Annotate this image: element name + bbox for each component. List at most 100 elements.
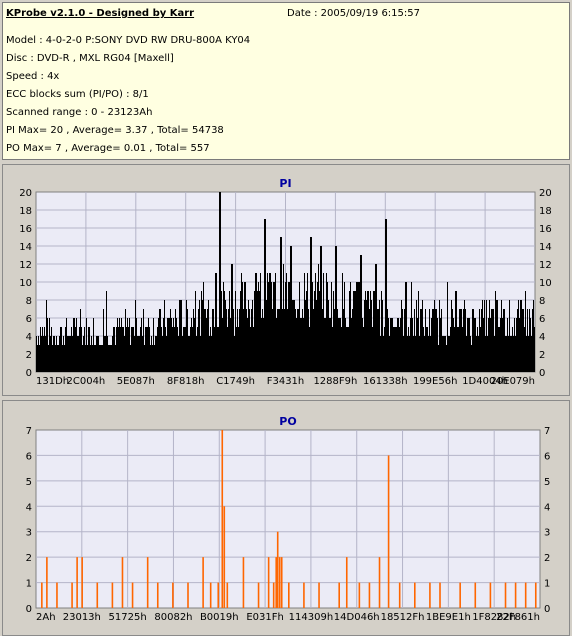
pi-bar	[371, 300, 372, 372]
pi-bar	[505, 336, 506, 372]
pi-bar	[88, 327, 89, 372]
pi-bar	[206, 318, 207, 372]
pi-bar	[320, 246, 321, 372]
pi-bar	[306, 291, 307, 372]
pi-bar	[319, 291, 320, 372]
pi-ytick-left: 0	[26, 368, 32, 379]
pi-bar	[508, 336, 509, 372]
pi-bar	[431, 318, 432, 372]
pi-bar	[527, 309, 528, 372]
pi-bar	[58, 345, 59, 372]
pi-bar	[216, 273, 217, 372]
po-xtick-label: 80082h	[154, 612, 192, 623]
pi-bar	[489, 300, 490, 372]
pi-bar	[497, 300, 498, 372]
pi-bar	[223, 282, 224, 372]
pi-ytick-left: 20	[19, 188, 32, 199]
pi-ytick-right: 20	[539, 188, 552, 199]
pi-bar	[451, 300, 452, 372]
pi-bar	[210, 327, 211, 372]
pi-bar	[197, 327, 198, 372]
pi-bar	[170, 309, 171, 372]
pi-bar	[45, 336, 46, 372]
pi-bar	[345, 318, 346, 372]
pi-bar	[172, 327, 173, 372]
pi-ytick-right: 8	[539, 296, 545, 307]
pi-bar	[93, 318, 94, 372]
pi-bar	[302, 309, 303, 372]
pi-bar	[188, 336, 189, 372]
pi-bar	[214, 327, 215, 372]
po-bar	[524, 582, 527, 608]
pi-bar	[446, 345, 447, 372]
pi-bar	[523, 309, 524, 372]
app-title: KProbe v2.1.0 - Designed by Karr	[6, 8, 195, 19]
pi-bar	[378, 309, 379, 372]
pi-bar	[392, 318, 393, 372]
pi-bar	[470, 336, 471, 372]
pi-bar	[66, 318, 67, 372]
pi-bar	[336, 246, 337, 372]
pi-xtick-label: 199E56h	[413, 376, 457, 387]
pi-bar	[117, 318, 118, 372]
pi-bar	[237, 309, 238, 372]
po-bar	[504, 582, 507, 608]
pi-bar	[526, 336, 527, 372]
pi-bar	[148, 318, 149, 372]
pi-bar	[190, 327, 191, 372]
pi-bar	[496, 300, 497, 372]
pi-bar	[198, 309, 199, 372]
pi-bar	[482, 300, 483, 372]
pi-bar	[43, 336, 44, 372]
pi-bar	[324, 318, 325, 372]
pi-bar	[372, 327, 373, 372]
pi-bar	[219, 192, 220, 372]
pi-bar	[153, 318, 154, 372]
pi-bar	[358, 282, 359, 372]
pi-bar	[443, 336, 444, 372]
pi-bar	[323, 273, 324, 372]
po-ytick-right: 0	[544, 604, 550, 615]
pi-bar	[398, 318, 399, 372]
pi-bar	[104, 336, 105, 372]
pi-bar	[468, 318, 469, 372]
pi-bar	[510, 336, 511, 372]
po-bar	[272, 582, 275, 608]
pi-bar	[365, 291, 366, 372]
pi-bar	[374, 291, 375, 372]
pi-bar	[166, 336, 167, 372]
po-ytick-right: 5	[544, 477, 550, 488]
pi-ytick-right: 14	[539, 242, 552, 253]
pi-bar	[391, 318, 392, 372]
pi-bar	[89, 327, 90, 372]
po-bar	[221, 430, 224, 608]
pi-bar	[531, 336, 532, 372]
pi-bar	[364, 300, 365, 372]
pi-ytick-left: 12	[19, 260, 32, 271]
po-chart: PO 0 0 1 1 2 2 3 3 4 4 5 5 6 6 7 7 2Ah 23013h 51725h 80082h B…	[26, 415, 551, 623]
pi-ytick-left: 10	[19, 278, 32, 289]
pi-bar	[444, 336, 445, 372]
po-bar	[358, 582, 361, 608]
po-bar	[414, 582, 416, 608]
po-ytick-right: 3	[544, 528, 550, 539]
pi-bar	[448, 336, 449, 372]
pi-bar	[221, 291, 222, 372]
pi-bar	[466, 336, 467, 372]
pi-bar	[342, 273, 343, 372]
pi-bar	[99, 345, 100, 372]
pi-bar	[159, 309, 160, 372]
pi-bar	[174, 327, 175, 372]
pi-bar	[86, 318, 87, 372]
model-line: Model : 4-0-2-0 P:SONY DVD RW DRU-800A K…	[6, 35, 251, 46]
pi-bar	[329, 318, 330, 372]
pi-bar	[91, 336, 92, 372]
pi-bar	[290, 246, 291, 372]
pi-bar	[309, 327, 310, 372]
pi-bar	[118, 327, 119, 372]
pi-bar	[366, 300, 367, 372]
pi-bar	[461, 309, 462, 372]
pi-bar	[232, 264, 233, 372]
pi-bar	[327, 282, 328, 372]
pi-bar	[266, 300, 267, 372]
